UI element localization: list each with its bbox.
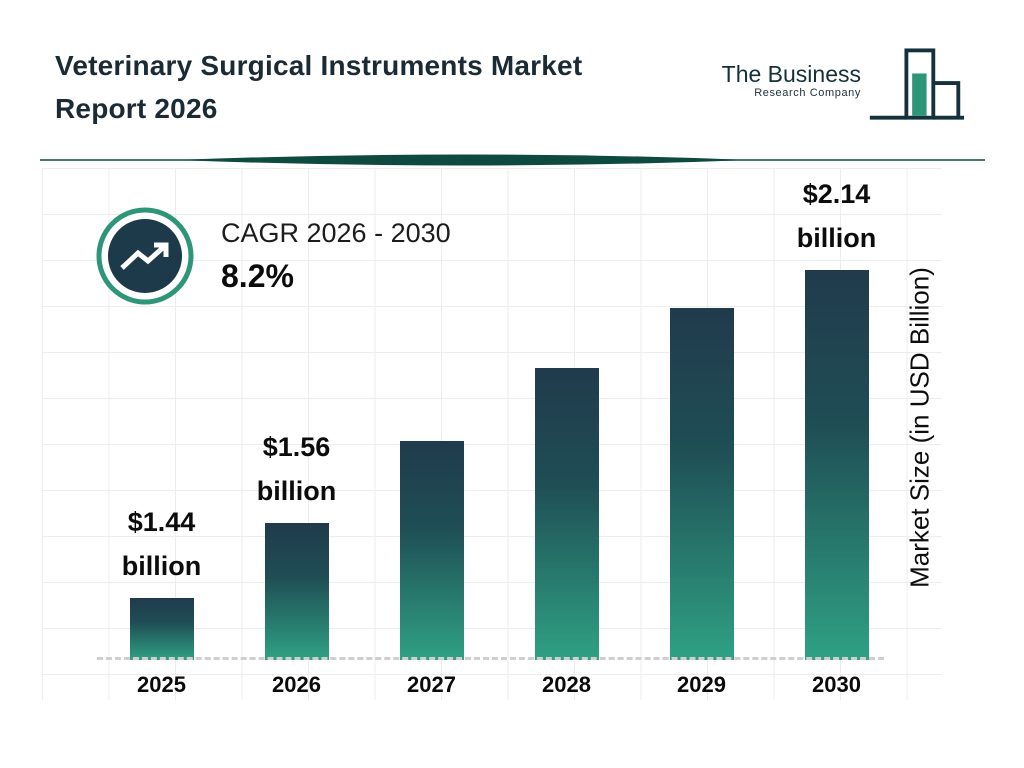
x-axis-label: 2025 [137, 672, 186, 697]
bar-value-amount: $2.14 [802, 179, 871, 209]
company-name: The Business [721, 61, 861, 87]
company-logo: The Business Research Company [722, 46, 966, 124]
bar-column-2027 [364, 168, 499, 660]
bar-value-label: $1.56 billion [257, 425, 336, 513]
x-axis-labels: 2025 2026 2027 2028 2029 2030 [94, 672, 904, 698]
bar-value-amount: $1.56 [262, 432, 331, 462]
bar-column-2030: $2.14 billion [769, 168, 904, 660]
bar-column-2028 [499, 168, 634, 660]
bar [129, 598, 194, 660]
bar-value-unit: billion [256, 476, 337, 506]
cagr-label: CAGR 2026 - 2030 [221, 217, 451, 248]
bar [804, 270, 869, 660]
bar-value-amount: $1.44 [127, 507, 196, 537]
y-axis-title: Market Size (in USD Billion) [904, 267, 935, 588]
cagr-text: CAGR 2026 - 2030 8.2% [221, 218, 451, 295]
x-axis-label: 2027 [407, 672, 456, 697]
bar [534, 368, 599, 660]
page-title-line-1: Veterinary Surgical Instruments Market [55, 50, 583, 81]
x-axis-label: 2030 [812, 672, 861, 697]
company-subname: Research Company [754, 87, 861, 99]
trending-up-icon [95, 206, 195, 306]
bar [669, 308, 734, 660]
x-axis-label: 2026 [272, 672, 321, 697]
company-logo-text: The Business Research Company [722, 62, 861, 99]
divider-line [40, 154, 985, 166]
bars-area: $1.44 billion $1.56 billion [94, 168, 904, 660]
bar-value-unit: billion [121, 551, 202, 581]
bar-column-2029 [634, 168, 769, 660]
x-axis-label: 2028 [542, 672, 591, 697]
bar-value-unit: billion [796, 223, 877, 253]
page-title: Veterinary Surgical Instruments Market R… [55, 44, 582, 130]
bar-value-label: $1.44 billion [122, 500, 201, 588]
x-axis-baseline [97, 657, 884, 660]
bar-chart-logo-icon [866, 46, 966, 124]
bar-value-label: $2.14 billion [797, 172, 876, 260]
bar [399, 441, 464, 660]
cagr-badge: CAGR 2026 - 2030 8.2% [95, 206, 451, 306]
bar-column-2026: $1.56 billion [229, 168, 364, 660]
cagr-value: 8.2% [221, 257, 294, 294]
bar [264, 523, 329, 660]
bar-column-2025: $1.44 billion [94, 168, 229, 660]
page-title-line-2: Report 2026 [55, 93, 218, 124]
x-axis-label: 2029 [677, 672, 726, 697]
